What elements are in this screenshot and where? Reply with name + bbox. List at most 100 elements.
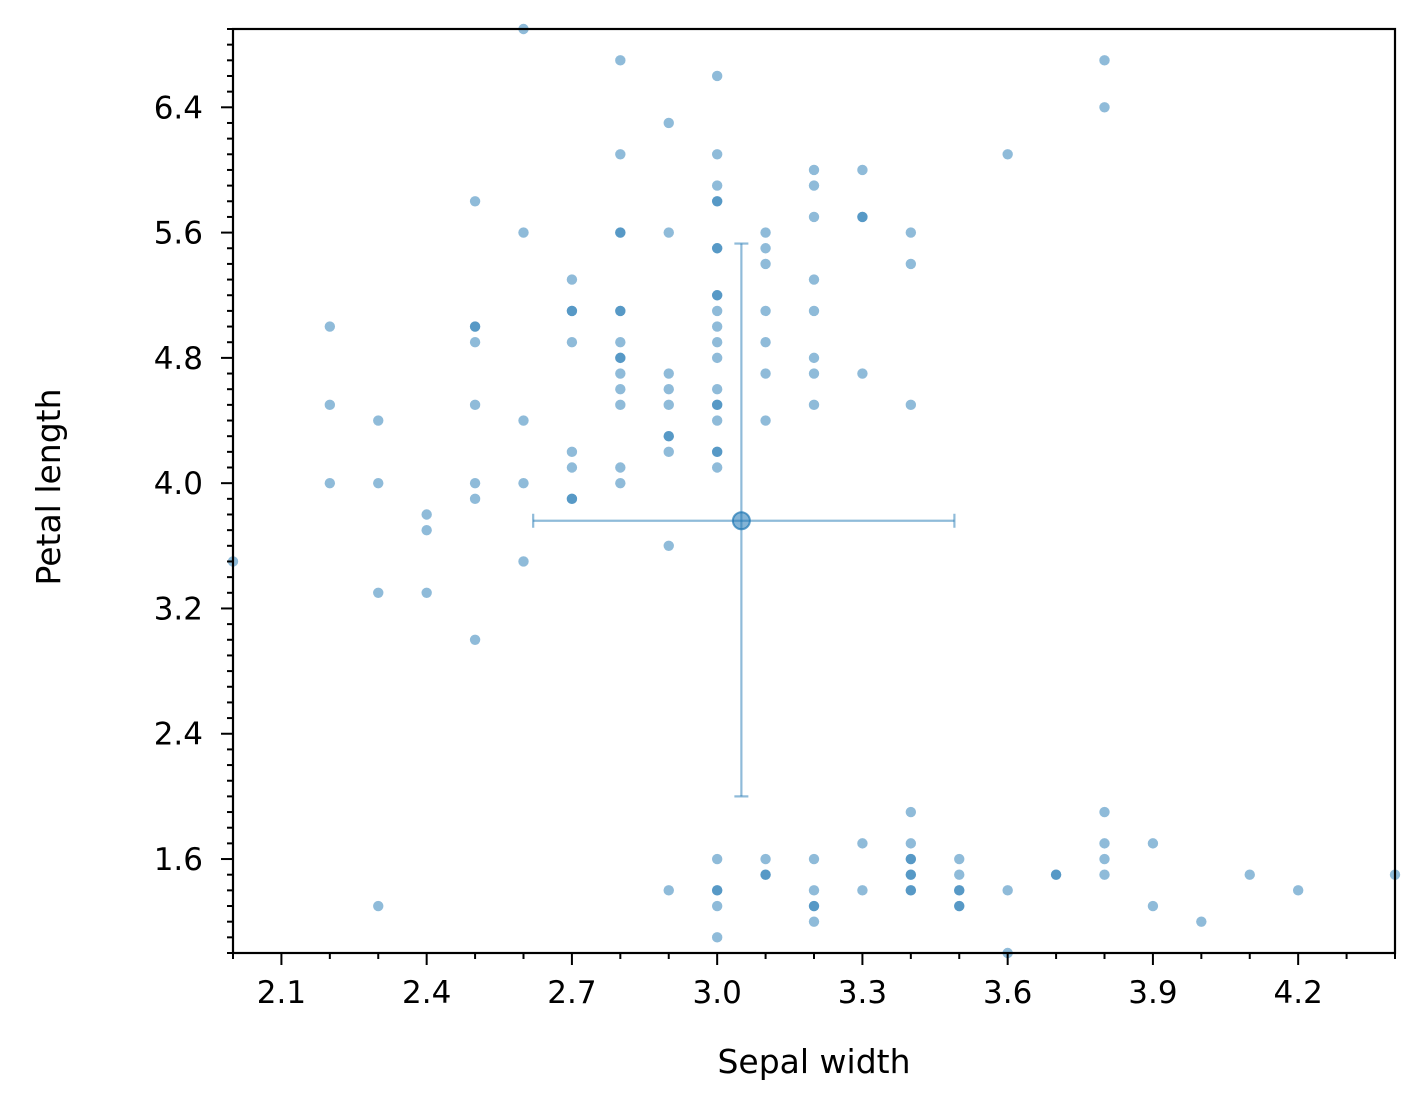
data-point <box>808 211 820 223</box>
data-point <box>421 509 432 520</box>
data-point <box>469 399 481 411</box>
data-point <box>615 337 626 348</box>
data-point <box>905 399 917 411</box>
data-point <box>469 196 481 207</box>
data-point <box>1099 838 1110 849</box>
data-point <box>566 274 578 285</box>
data-point <box>711 149 723 160</box>
data-point <box>469 337 481 348</box>
data-point <box>615 477 626 489</box>
y-axis: 1.6 2.4 3.2 4.0 4.8 5.6 6.4 <box>154 28 233 954</box>
data-point <box>1099 869 1110 880</box>
data-point <box>711 337 723 348</box>
data-point <box>1099 55 1110 66</box>
y-tick-label: 4.0 <box>154 466 203 502</box>
data-point <box>615 399 626 411</box>
data-point <box>760 368 771 379</box>
data-point <box>421 587 432 598</box>
data-point <box>615 384 626 395</box>
y-tick-label: 2.4 <box>154 717 203 753</box>
data-point <box>324 399 336 411</box>
data-point <box>1002 885 1013 896</box>
data-point <box>711 900 723 912</box>
data-point <box>857 164 868 176</box>
data-point <box>711 352 723 364</box>
y-tick-label: 6.4 <box>154 90 203 126</box>
y-tick-label: 1.6 <box>154 842 203 878</box>
data-point <box>808 180 820 191</box>
data-point <box>954 853 965 865</box>
data-point <box>808 900 820 912</box>
data-point <box>808 305 820 317</box>
data-point <box>711 399 723 411</box>
data-point <box>615 149 626 160</box>
data-point <box>1147 900 1159 912</box>
data-point <box>373 900 384 912</box>
data-point <box>808 352 820 364</box>
data-point <box>808 916 820 927</box>
data-point <box>760 305 771 317</box>
data-point <box>711 290 723 301</box>
data-point <box>324 477 336 489</box>
data-point <box>566 493 578 505</box>
x-axis-label: Sepal width <box>717 1042 910 1081</box>
data-point <box>518 227 529 238</box>
data-point <box>518 415 529 426</box>
data-point <box>905 885 917 896</box>
data-point <box>711 243 723 254</box>
data-point <box>324 321 336 332</box>
data-point <box>615 227 626 238</box>
y-tick-label: 4.8 <box>154 341 203 377</box>
data-point <box>373 477 384 489</box>
data-point <box>518 477 529 489</box>
data-point <box>469 634 481 645</box>
x-tick-label: 3.6 <box>983 975 1032 1011</box>
data-point <box>663 540 674 552</box>
data-point <box>760 258 771 270</box>
data-point <box>1050 869 1062 880</box>
y-tick-label: 5.6 <box>154 216 203 252</box>
data-point <box>566 337 578 348</box>
data-point <box>1244 869 1255 880</box>
x-axis: 2.1 2.4 2.7 3.0 3.3 3.6 3.9 4.2 <box>232 953 1396 1011</box>
data-point <box>663 430 674 442</box>
data-point <box>615 55 626 66</box>
data-point <box>1099 102 1110 113</box>
x-tick-label: 3.3 <box>838 975 887 1011</box>
data-point <box>663 368 674 379</box>
y-axis-label: Petal length <box>29 388 68 585</box>
data-point <box>760 415 771 426</box>
data-point <box>905 838 917 849</box>
data-point <box>566 305 578 317</box>
data-point <box>711 853 723 865</box>
data-point <box>711 384 723 395</box>
data-point <box>711 462 723 473</box>
data-point <box>615 368 626 379</box>
data-point <box>469 493 481 505</box>
data-point <box>760 337 771 348</box>
data-point <box>469 477 481 489</box>
mean-point <box>731 511 751 531</box>
data-point <box>760 869 771 880</box>
data-point <box>808 885 820 896</box>
data-point <box>954 900 965 912</box>
data-point <box>1002 149 1013 160</box>
data-point <box>663 227 674 238</box>
data-point <box>615 305 626 317</box>
data-point <box>954 885 965 896</box>
data-point <box>711 70 723 82</box>
data-point <box>905 227 917 238</box>
data-point <box>373 415 384 426</box>
data-point <box>760 853 771 865</box>
data-point <box>1099 853 1110 865</box>
data-point <box>711 415 723 426</box>
data-point <box>808 368 820 379</box>
points-layer <box>227 23 1401 959</box>
data-point <box>469 321 481 332</box>
data-point <box>711 196 723 207</box>
data-point <box>905 806 917 818</box>
error-bar-layer <box>532 242 956 798</box>
data-point <box>905 869 917 880</box>
